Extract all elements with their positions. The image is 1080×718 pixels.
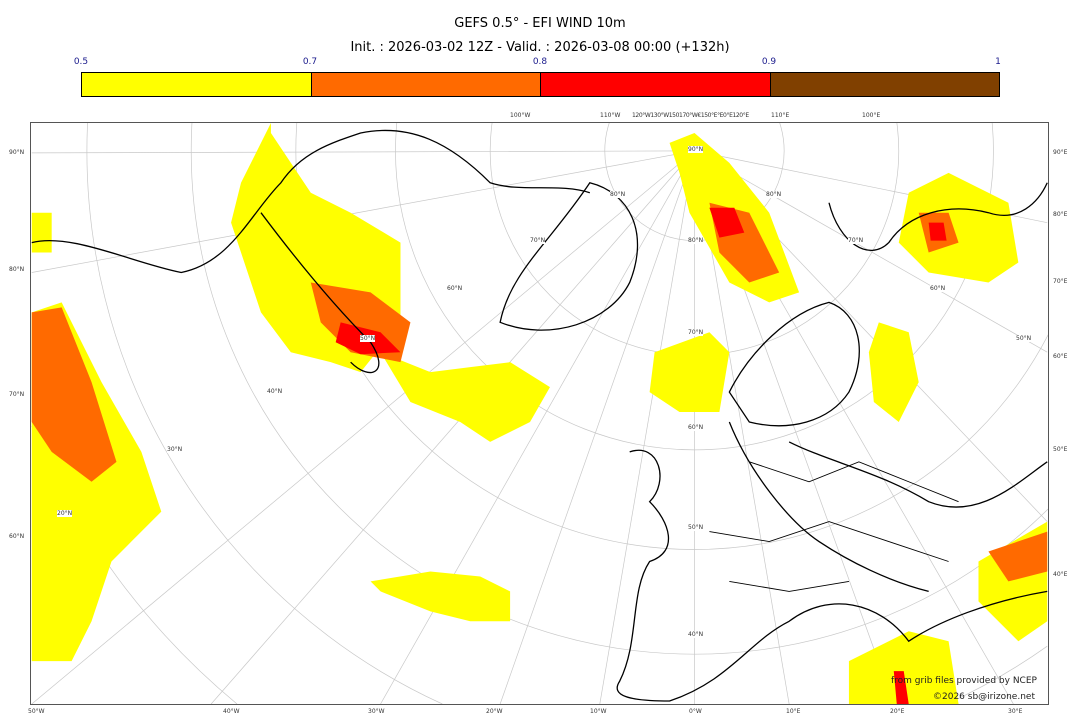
lon-label: 120°W130°W150170°W€150°E°E0°E120°E [632, 112, 749, 119]
lat-label: 90°N [9, 149, 25, 156]
colorbar-tick: 0.7 [302, 57, 318, 67]
inner-lat-label: 50°N [360, 335, 376, 342]
lat-label: 70°N [9, 391, 25, 398]
lat-label: 80°N [9, 266, 25, 273]
efi-red-areas [335, 207, 947, 704]
lon-label: 60°E [1053, 353, 1068, 360]
lon-label: 50°E [1053, 446, 1068, 453]
data-source-credit: from grib files provided by NCEP [891, 676, 1037, 686]
lon-label: 20°E [890, 708, 905, 715]
inner-lat-label: 70°N [848, 237, 864, 244]
colorbar-tick: 0.8 [532, 57, 548, 67]
lon-label: 40°E [1053, 571, 1068, 578]
lon-label: 100°E [862, 112, 881, 119]
copyright-credit: ©2026 sb@irizone.net [933, 692, 1035, 702]
lon-label: 10°E [786, 708, 801, 715]
map-panel [30, 122, 1049, 705]
colorbar-tick: 0.9 [761, 57, 777, 67]
inner-lat-label: 90°N [688, 146, 704, 153]
colorbar-tick: 0.5 [73, 57, 89, 67]
colorbar-bin [769, 73, 999, 96]
efi-yellow-areas [31, 123, 1048, 704]
lon-label: 30°W [368, 708, 385, 715]
lon-label: 40°W [223, 708, 240, 715]
lon-label: 80°E [1053, 211, 1068, 218]
lon-label: 20°W [486, 708, 503, 715]
lon-label: 10°W [590, 708, 607, 715]
lon-label: 50°W [28, 708, 45, 715]
lon-label: 110°E [771, 112, 790, 119]
colorbar-tick: 1 [995, 57, 1001, 67]
inner-lat-label: 40°N [267, 388, 283, 395]
inner-lat-label: 60°N [688, 424, 704, 431]
lon-label: 110°W [600, 112, 621, 119]
lon-label: 70°E [1053, 278, 1068, 285]
inner-lat-label: 70°N [530, 237, 546, 244]
chart-title: GEFS 0.5° - EFI WIND 10m [454, 16, 626, 31]
inner-lat-label: 80°N [766, 191, 782, 198]
inner-lat-label: 60°N [930, 285, 946, 292]
inner-lat-label: 20°N [57, 510, 73, 517]
country-borders [709, 461, 959, 592]
inner-lat-label: 50°N [1016, 335, 1032, 342]
inner-lat-label: 80°N [688, 237, 704, 244]
colorbar-bin [310, 73, 540, 96]
coastlines [31, 129, 1048, 702]
chart-subtitle: Init. : 2026-03-02 12Z - Valid. : 2026-0… [350, 40, 730, 55]
lon-label: 0°W [689, 708, 702, 715]
inner-lat-label: 60°N [447, 285, 463, 292]
lon-label: 90°E [1053, 149, 1068, 156]
inner-lat-label: 50°N [688, 524, 704, 531]
inner-lat-label: 80°N [610, 191, 626, 198]
inner-lat-label: 70°N [688, 329, 704, 336]
lon-label: 30°E [1008, 708, 1023, 715]
map-canvas [31, 123, 1048, 704]
colorbar-bin [82, 73, 311, 96]
lon-label: 100°W [510, 112, 531, 119]
inner-lat-label: 40°N [688, 631, 704, 638]
inner-lat-label: 30°N [167, 446, 183, 453]
colorbar [81, 72, 1000, 97]
lat-label: 60°N [9, 533, 25, 540]
colorbar-bin [540, 73, 770, 96]
